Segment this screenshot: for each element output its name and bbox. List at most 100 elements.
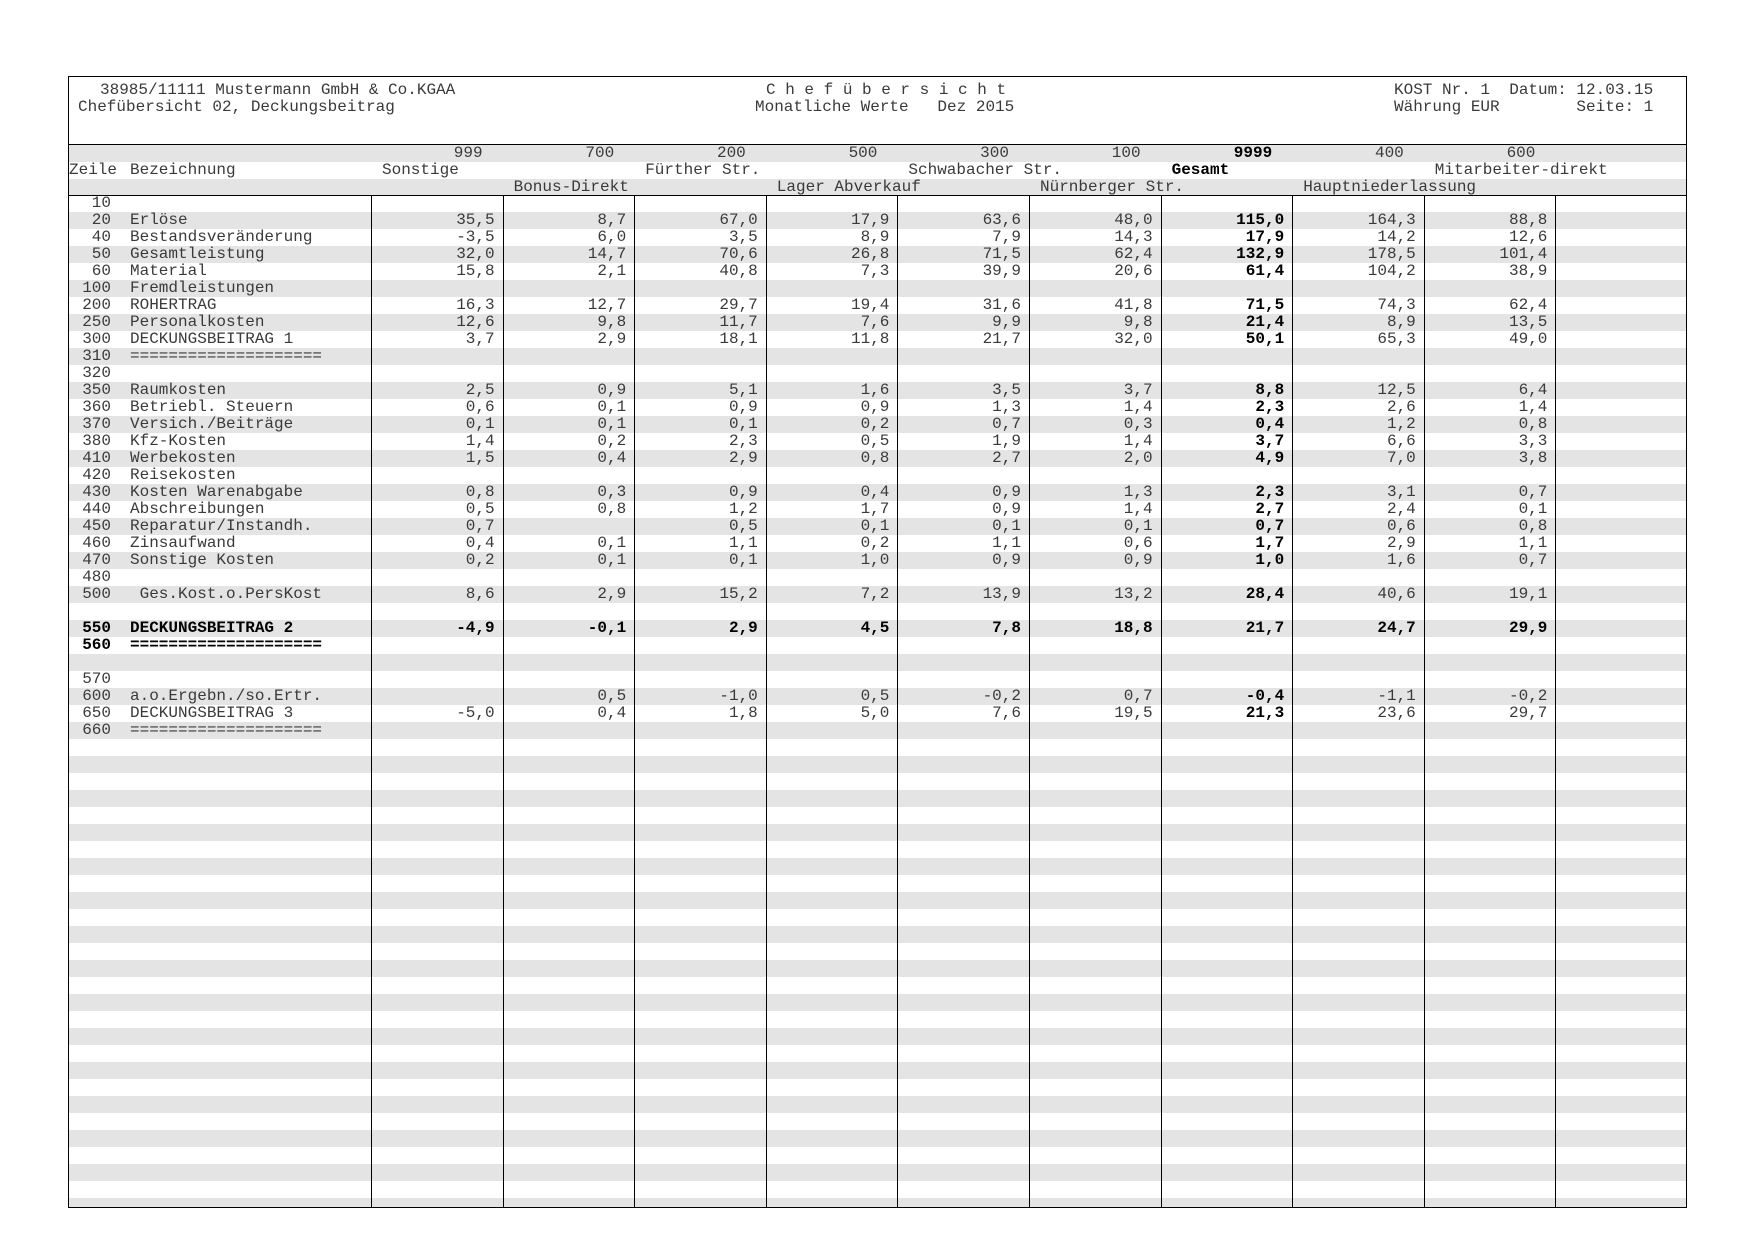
- row-value: 1,3: [1123, 483, 1153, 501]
- row-value: 0,4: [597, 449, 627, 467]
- row-value: 101,4: [1499, 245, 1548, 263]
- empty-row: [69, 790, 1686, 807]
- empty-row: [69, 841, 1686, 858]
- table-row: 380 Kfz-Kosten 1,4 0,2 2,3 0,5 1,9 1,4 3,7 6,6 3,3: [69, 433, 1686, 450]
- row-zeile: 460: [82, 534, 111, 552]
- row-value: 3,8: [1518, 449, 1548, 467]
- row-value: 1,0: [860, 551, 890, 569]
- row-value: 0,9: [860, 398, 890, 416]
- column-divider: [897, 195, 899, 1207]
- table-row: 550 DECKUNGSBEITRAG 2 -4,9 -0,1 2,9 4,5 7,8 18,…: [69, 620, 1686, 637]
- column-name: Hauptniederlassung: [1303, 178, 1477, 196]
- row-label: Raumkosten: [130, 381, 227, 399]
- table-row: 450 Reparatur/Instandh. 0,7 0,5 0,1 0,1 0,1 0,7…: [69, 518, 1686, 535]
- row-label: Fremdleistungen: [130, 279, 275, 297]
- row-value: 70,6: [719, 245, 758, 263]
- row-value: 0,1: [728, 551, 758, 569]
- row-value: -0,2: [1508, 687, 1548, 705]
- table-row: [69, 654, 1686, 671]
- row-value: 1,5: [465, 449, 495, 467]
- empty-row: [69, 892, 1686, 909]
- row-label: Reisekosten: [130, 466, 236, 484]
- row-value: 1,2: [728, 500, 758, 518]
- row-value: 0,1: [597, 398, 627, 416]
- row-value: 0,2: [597, 432, 627, 450]
- row-value: 2,5: [465, 381, 495, 399]
- table-row: 200 ROHERTRAG 16,3 12,7 29,7 19,4 31,6 41,8 71,5…: [69, 297, 1686, 314]
- row-value: 8,9: [860, 228, 890, 246]
- row-value: 13,9: [982, 585, 1021, 603]
- table-row: 360 Betriebl. Steuern 0,6 0,1 0,9 0,9 1,3 1,4 2,…: [69, 399, 1686, 416]
- column-name: Schwabacher Str.: [908, 161, 1063, 179]
- row-value: 29,7: [719, 296, 758, 314]
- row-zeile: 10: [91, 194, 111, 212]
- row-value: 9,9: [992, 313, 1021, 331]
- column-divider: [1292, 195, 1294, 1207]
- row-value: 11,8: [850, 330, 890, 348]
- empty-row: [69, 1096, 1686, 1113]
- empty-row: [69, 1062, 1686, 1079]
- row-value: 21,3: [1245, 704, 1285, 722]
- table-row: 410 Werbekosten 1,5 0,4 2,9 0,8 2,7 2,0 4,9 7,0 3,…: [69, 450, 1686, 467]
- row-zeile: 60: [91, 262, 111, 280]
- row-value: -0,1: [587, 619, 627, 637]
- kost-datum: KOST Nr. 1 Datum: 12.03.15: [1394, 81, 1654, 99]
- row-value: 1,2: [1386, 415, 1416, 433]
- row-value: 15,2: [719, 585, 758, 603]
- table-row: [69, 603, 1686, 620]
- row-value: -3,5: [456, 228, 495, 246]
- column-header-codes: [69, 145, 1686, 162]
- row-zeile: 370: [82, 415, 111, 433]
- row-value: 1,6: [860, 381, 890, 399]
- column-code: 999: [453, 144, 483, 162]
- table-row: 650 DECKUNGSBEITRAG 3 -5,0 0,4 1,8 5,0 7,6 19,5…: [69, 705, 1686, 722]
- row-value: 29,9: [1508, 619, 1548, 637]
- row-value: 35,5: [456, 211, 495, 229]
- row-value: 178,5: [1367, 245, 1416, 263]
- column-divider: [1423, 195, 1425, 1207]
- row-value: 3,5: [728, 228, 758, 246]
- row-value: 8,9: [1386, 313, 1416, 331]
- row-value: 19,5: [1114, 704, 1153, 722]
- column-name: Nürnberger Str.: [1040, 178, 1185, 196]
- row-value: 9,8: [597, 313, 627, 331]
- row-label: Sonstige Kosten: [130, 551, 275, 569]
- row-value: -0,2: [982, 687, 1021, 705]
- row-zeile: 380: [82, 432, 111, 450]
- row-value: 1,4: [1518, 398, 1548, 416]
- row-value: 19,4: [850, 296, 890, 314]
- row-label: ROHERTRAG: [130, 296, 217, 314]
- table-row: 40 Bestandsveränderung -3,5 6,0 3,5 8,9 7,9 14,…: [69, 229, 1686, 246]
- row-zeile: 430: [82, 483, 111, 501]
- row-value: 88,8: [1508, 211, 1548, 229]
- table-row: 660 ====================: [69, 722, 1686, 739]
- row-zeile: 440: [82, 500, 111, 518]
- row-value: 0,7: [992, 415, 1021, 433]
- row-value: 0,2: [465, 551, 495, 569]
- row-value: 2,7: [1255, 500, 1285, 518]
- table-row: 430 Kosten Warenabgabe 0,8 0,3 0,9 0,4 0,9 1,3 2…: [69, 484, 1686, 501]
- row-label: ====================: [130, 636, 323, 654]
- empty-row: [69, 1181, 1686, 1198]
- row-label: Ges.Kost.o.PersKost: [130, 585, 323, 603]
- row-value: 115,0: [1236, 211, 1285, 229]
- row-value: 0,1: [1518, 500, 1548, 518]
- row-value: 12,7: [587, 296, 627, 314]
- empty-row: [69, 756, 1686, 773]
- row-label: DECKUNGSBEITRAG 2: [130, 619, 294, 637]
- row-label: Abschreibungen: [130, 500, 265, 518]
- row-value: 3,1: [1386, 483, 1416, 501]
- row-label: DECKUNGSBEITRAG 3: [130, 704, 294, 722]
- column-divider: [371, 195, 372, 1207]
- column-code: 700: [585, 144, 615, 162]
- row-label: Reparatur/Instandh.: [130, 517, 313, 535]
- row-value: 2,6: [1386, 398, 1416, 416]
- row-label: a.o.Ergebn./so.Ertr.: [130, 687, 323, 705]
- table-row: 480: [69, 569, 1686, 586]
- row-value: 1,3: [992, 398, 1021, 416]
- row-zeile: 560: [82, 636, 111, 654]
- row-value: 0,8: [1518, 415, 1548, 433]
- row-zeile: 360: [82, 398, 111, 416]
- empty-row: [69, 858, 1686, 875]
- row-zeile: 320: [82, 364, 111, 382]
